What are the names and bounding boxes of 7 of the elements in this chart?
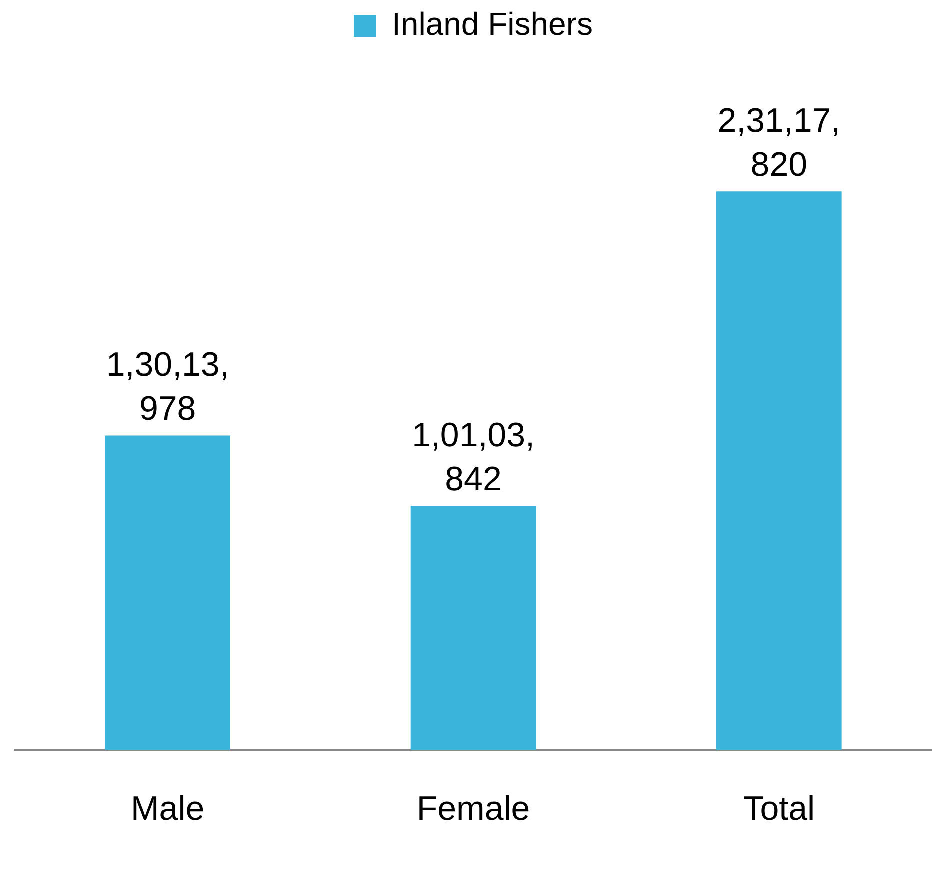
x-tick-label: Total [743, 790, 816, 828]
data-label: 2,31,17,820 [718, 102, 841, 184]
data-label: 1,01,03,842 [412, 416, 535, 498]
x-tick-label: Female [416, 790, 530, 828]
data-label: 1,30,13,978 [106, 346, 230, 428]
x-tick-label: Male [130, 790, 205, 828]
legend-label: Inland Fishers [392, 6, 593, 42]
